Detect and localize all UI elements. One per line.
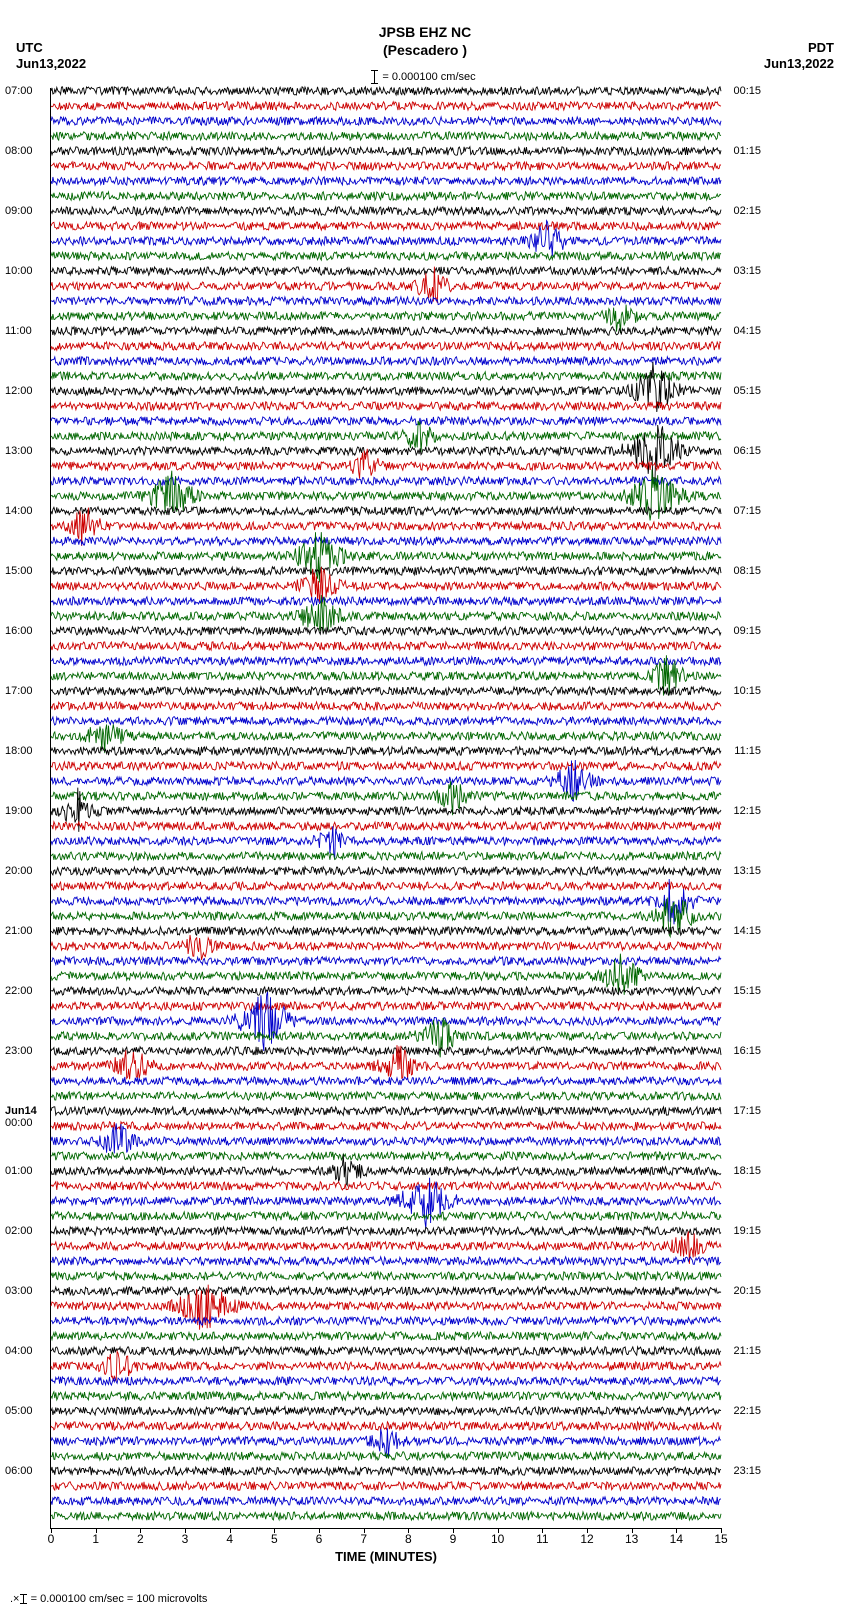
right-time-label: 16:15 — [733, 1045, 761, 1057]
x-tick-label: 5 — [271, 1532, 278, 1546]
left-time-label: 18:00 — [5, 745, 33, 757]
x-tick-label: 15 — [714, 1532, 727, 1546]
right-time-label: 07:15 — [733, 505, 761, 517]
left-timezone: UTC — [16, 40, 43, 55]
right-timezone: PDT — [808, 40, 834, 55]
x-tick-label: 8 — [405, 1532, 412, 1546]
left-time-label: 23:00 — [5, 1045, 33, 1057]
left-time-label: 15:00 — [5, 565, 33, 577]
left-time-label: 21:00 — [5, 925, 33, 937]
left-time-label: 02:00 — [5, 1225, 33, 1237]
x-tick-label: 4 — [226, 1532, 233, 1546]
left-time-label: 20:00 — [5, 865, 33, 877]
left-time-label: 06:00 — [5, 1465, 33, 1477]
left-time-label: 00:00 — [5, 1117, 33, 1129]
right-time-label: 14:15 — [733, 925, 761, 937]
left-time-label: 12:00 — [5, 385, 33, 397]
right-time-label: 12:15 — [733, 805, 761, 817]
right-time-label: 04:15 — [733, 325, 761, 337]
right-date: Jun13,2022 — [764, 56, 834, 71]
right-time-label: 06:15 — [733, 445, 761, 457]
location-subtitle: (Pescadero ) — [0, 42, 850, 58]
left-time-label: 22:00 — [5, 985, 33, 997]
left-time-label: 19:00 — [5, 805, 33, 817]
right-time-label: 19:15 — [733, 1225, 761, 1237]
right-time-label: 10:15 — [733, 685, 761, 697]
right-time-label: 08:15 — [733, 565, 761, 577]
x-tick-label: 13 — [625, 1532, 638, 1546]
x-tick-label: 11 — [536, 1532, 548, 1546]
scale-bar-icon — [374, 70, 375, 84]
x-tick-label: 12 — [580, 1532, 593, 1546]
scale-indicator: = 0.000100 cm/sec — [0, 70, 850, 84]
x-tick-label: 3 — [182, 1532, 189, 1546]
x-axis-label: TIME (MINUTES) — [51, 1549, 721, 1564]
helicorder-plot: TIME (MINUTES) 012345678910111213141507:… — [50, 88, 721, 1529]
right-time-label: 00:15 — [733, 85, 761, 97]
left-time-label: 16:00 — [5, 625, 33, 637]
x-tick-label: 14 — [670, 1532, 683, 1546]
x-tick-label: 6 — [316, 1532, 323, 1546]
x-tick-label: 2 — [137, 1532, 144, 1546]
left-date-marker: Jun14 — [5, 1105, 37, 1117]
left-time-label: 09:00 — [5, 205, 33, 217]
right-time-label: 17:15 — [733, 1105, 761, 1117]
left-time-label: 14:00 — [5, 505, 33, 517]
footer-scale-bar-icon — [23, 1594, 24, 1604]
x-tick-label: 7 — [360, 1532, 367, 1546]
left-time-label: 05:00 — [5, 1405, 33, 1417]
footer-scale: .× = 0.000100 cm/sec = 100 microvolts — [10, 1593, 207, 1605]
left-date: Jun13,2022 — [16, 56, 86, 71]
left-time-label: 03:00 — [5, 1285, 33, 1297]
x-tick-label: 0 — [48, 1532, 55, 1546]
left-time-label: 01:00 — [5, 1165, 33, 1177]
right-time-label: 20:15 — [733, 1285, 761, 1297]
right-time-label: 05:15 — [733, 385, 761, 397]
right-time-label: 23:15 — [733, 1465, 761, 1477]
left-time-label: 11:00 — [5, 325, 32, 337]
left-time-label: 04:00 — [5, 1345, 33, 1357]
station-title: JPSB EHZ NC — [0, 24, 850, 40]
left-time-label: 13:00 — [5, 445, 33, 457]
right-time-label: 09:15 — [733, 625, 761, 637]
right-time-label: 02:15 — [733, 205, 761, 217]
right-time-label: 11:15 — [734, 745, 761, 757]
footer-text: = 0.000100 cm/sec = 100 microvolts — [31, 1593, 208, 1605]
right-time-label: 01:15 — [733, 145, 761, 157]
seismic-trace — [51, 88, 721, 1528]
scale-text: = 0.000100 cm/sec — [382, 71, 475, 83]
right-time-label: 15:15 — [733, 985, 761, 997]
left-time-label: 10:00 — [5, 265, 33, 277]
left-time-label: 08:00 — [5, 145, 33, 157]
x-tick-label: 9 — [450, 1532, 457, 1546]
right-time-label: 22:15 — [733, 1405, 761, 1417]
right-time-label: 13:15 — [733, 865, 761, 877]
left-time-label: 17:00 — [5, 685, 33, 697]
x-tick-label: 10 — [491, 1532, 504, 1546]
footer-prefix: .× — [10, 1593, 19, 1605]
right-time-label: 21:15 — [733, 1345, 761, 1357]
left-time-label: 07:00 — [5, 85, 33, 97]
right-time-label: 03:15 — [733, 265, 761, 277]
x-tick-label: 1 — [92, 1532, 99, 1546]
right-time-label: 18:15 — [733, 1165, 761, 1177]
